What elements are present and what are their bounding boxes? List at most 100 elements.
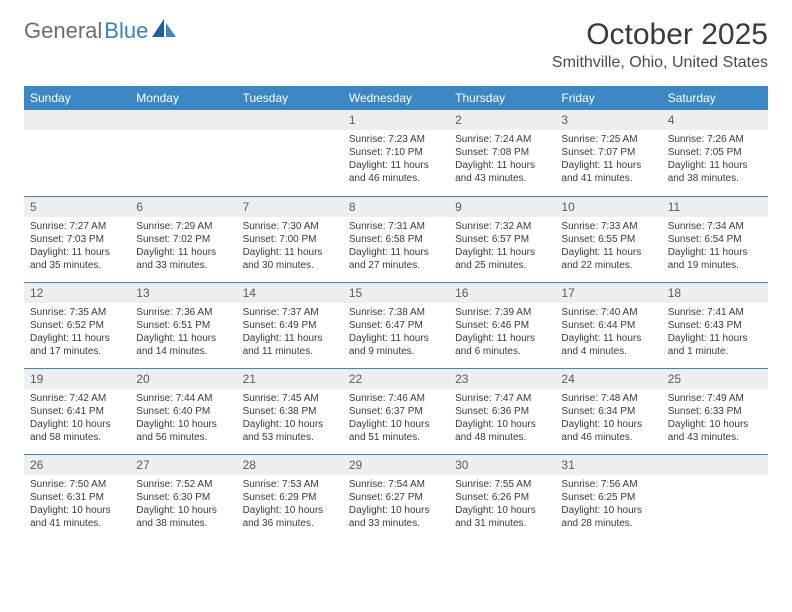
daylight-line: Daylight: 11 hours and 9 minutes. bbox=[349, 332, 443, 358]
day-info: Sunrise: 7:34 AMSunset: 6:54 PMDaylight:… bbox=[662, 217, 768, 276]
sunset-line: Sunset: 6:26 PM bbox=[455, 491, 549, 504]
calendar-cell: 9Sunrise: 7:32 AMSunset: 6:57 PMDaylight… bbox=[449, 196, 555, 282]
daylight-line: Daylight: 11 hours and 17 minutes. bbox=[30, 332, 124, 358]
daylight-line: Daylight: 11 hours and 19 minutes. bbox=[668, 246, 762, 272]
sunset-line: Sunset: 6:52 PM bbox=[30, 319, 124, 332]
day-info: Sunrise: 7:41 AMSunset: 6:43 PMDaylight:… bbox=[662, 303, 768, 362]
day-info: Sunrise: 7:44 AMSunset: 6:40 PMDaylight:… bbox=[130, 389, 236, 448]
sunrise-line: Sunrise: 7:37 AM bbox=[243, 306, 337, 319]
daylight-line: Daylight: 10 hours and 36 minutes. bbox=[243, 504, 337, 530]
sunrise-line: Sunrise: 7:40 AM bbox=[561, 306, 655, 319]
daylight-line: Daylight: 11 hours and 35 minutes. bbox=[30, 246, 124, 272]
day-number: 6 bbox=[130, 197, 236, 217]
calendar-cell: 19Sunrise: 7:42 AMSunset: 6:41 PMDayligh… bbox=[24, 368, 130, 454]
sunset-line: Sunset: 6:34 PM bbox=[561, 405, 655, 418]
daylight-line: Daylight: 11 hours and 1 minute. bbox=[668, 332, 762, 358]
day-number: 7 bbox=[237, 197, 343, 217]
sunset-line: Sunset: 6:36 PM bbox=[455, 405, 549, 418]
daylight-line: Daylight: 11 hours and 27 minutes. bbox=[349, 246, 443, 272]
daylight-line: Daylight: 11 hours and 33 minutes. bbox=[136, 246, 230, 272]
daylight-line: Daylight: 10 hours and 31 minutes. bbox=[455, 504, 549, 530]
sunset-line: Sunset: 6:43 PM bbox=[668, 319, 762, 332]
day-number: 4 bbox=[662, 110, 768, 130]
sunset-line: Sunset: 7:00 PM bbox=[243, 233, 337, 246]
daylight-line: Daylight: 10 hours and 46 minutes. bbox=[561, 418, 655, 444]
sunset-line: Sunset: 7:02 PM bbox=[136, 233, 230, 246]
sunrise-line: Sunrise: 7:48 AM bbox=[561, 392, 655, 405]
sunrise-line: Sunrise: 7:53 AM bbox=[243, 478, 337, 491]
sunrise-line: Sunrise: 7:54 AM bbox=[349, 478, 443, 491]
daylight-line: Daylight: 11 hours and 30 minutes. bbox=[243, 246, 337, 272]
daylight-line: Daylight: 11 hours and 38 minutes. bbox=[668, 159, 762, 185]
sunset-line: Sunset: 6:25 PM bbox=[561, 491, 655, 504]
day-info: Sunrise: 7:40 AMSunset: 6:44 PMDaylight:… bbox=[555, 303, 661, 362]
day-number: 22 bbox=[343, 369, 449, 389]
sunrise-line: Sunrise: 7:35 AM bbox=[30, 306, 124, 319]
day-info: Sunrise: 7:35 AMSunset: 6:52 PMDaylight:… bbox=[24, 303, 130, 362]
day-number: 18 bbox=[662, 283, 768, 303]
day-number: 30 bbox=[449, 455, 555, 475]
calendar-row: 5Sunrise: 7:27 AMSunset: 7:03 PMDaylight… bbox=[24, 196, 768, 282]
calendar-cell: 3Sunrise: 7:25 AMSunset: 7:07 PMDaylight… bbox=[555, 110, 661, 196]
sunrise-line: Sunrise: 7:23 AM bbox=[349, 133, 443, 146]
sunrise-line: Sunrise: 7:27 AM bbox=[30, 220, 124, 233]
sunrise-line: Sunrise: 7:31 AM bbox=[349, 220, 443, 233]
sunrise-line: Sunrise: 7:46 AM bbox=[349, 392, 443, 405]
day-info: Sunrise: 7:46 AMSunset: 6:37 PMDaylight:… bbox=[343, 389, 449, 448]
daylight-line: Daylight: 10 hours and 48 minutes. bbox=[455, 418, 549, 444]
day-info: Sunrise: 7:53 AMSunset: 6:29 PMDaylight:… bbox=[237, 475, 343, 534]
day-info: Sunrise: 7:29 AMSunset: 7:02 PMDaylight:… bbox=[130, 217, 236, 276]
calendar-cell bbox=[130, 110, 236, 196]
calendar-cell: 1Sunrise: 7:23 AMSunset: 7:10 PMDaylight… bbox=[343, 110, 449, 196]
sunset-line: Sunset: 6:30 PM bbox=[136, 491, 230, 504]
calendar-cell: 17Sunrise: 7:40 AMSunset: 6:44 PMDayligh… bbox=[555, 282, 661, 368]
day-info: Sunrise: 7:37 AMSunset: 6:49 PMDaylight:… bbox=[237, 303, 343, 362]
day-number: 31 bbox=[555, 455, 661, 475]
day-info: Sunrise: 7:49 AMSunset: 6:33 PMDaylight:… bbox=[662, 389, 768, 448]
day-number: 8 bbox=[343, 197, 449, 217]
sail-icon bbox=[152, 19, 178, 44]
day-info: Sunrise: 7:23 AMSunset: 7:10 PMDaylight:… bbox=[343, 130, 449, 189]
sunrise-line: Sunrise: 7:24 AM bbox=[455, 133, 549, 146]
sunrise-line: Sunrise: 7:52 AM bbox=[136, 478, 230, 491]
day-info: Sunrise: 7:24 AMSunset: 7:08 PMDaylight:… bbox=[449, 130, 555, 189]
calendar-cell: 8 Sunrise: 7:31 AMSunset: 6:58 PMDaylight… bbox=[343, 196, 449, 282]
sunset-line: Sunset: 6:37 PM bbox=[349, 405, 443, 418]
calendar-cell: 11Sunrise: 7:34 AMSunset: 6:54 PMDayligh… bbox=[662, 196, 768, 282]
calendar-cell: 23Sunrise: 7:47 AMSunset: 6:36 PMDayligh… bbox=[449, 368, 555, 454]
sunrise-line: Sunrise: 7:29 AM bbox=[136, 220, 230, 233]
sunset-line: Sunset: 6:33 PM bbox=[668, 405, 762, 418]
sunset-line: Sunset: 6:49 PM bbox=[243, 319, 337, 332]
calendar-cell: 12Sunrise: 7:35 AMSunset: 6:52 PMDayligh… bbox=[24, 282, 130, 368]
calendar-cell bbox=[24, 110, 130, 196]
calendar-cell: 4Sunrise: 7:26 AMSunset: 7:05 PMDaylight… bbox=[662, 110, 768, 196]
sunrise-line: Sunrise: 7:36 AM bbox=[136, 306, 230, 319]
day-number-empty bbox=[237, 110, 343, 130]
day-number: 24 bbox=[555, 369, 661, 389]
daylight-line: Daylight: 10 hours and 56 minutes. bbox=[136, 418, 230, 444]
sunrise-line: Sunrise: 7:33 AM bbox=[561, 220, 655, 233]
day-number: 3 bbox=[555, 110, 661, 130]
logo-text-1: General bbox=[24, 18, 102, 44]
sunrise-line: Sunrise: 7:49 AM bbox=[668, 392, 762, 405]
day-header: Friday bbox=[555, 86, 661, 110]
daylight-line: Daylight: 11 hours and 11 minutes. bbox=[243, 332, 337, 358]
sunrise-line: Sunrise: 7:50 AM bbox=[30, 478, 124, 491]
sunset-line: Sunset: 6:58 PM bbox=[349, 233, 443, 246]
day-info: Sunrise: 7:27 AMSunset: 7:03 PMDaylight:… bbox=[24, 217, 130, 276]
day-number: 13 bbox=[130, 283, 236, 303]
day-info: Sunrise: 7:55 AMSunset: 6:26 PMDaylight:… bbox=[449, 475, 555, 534]
calendar-cell: 16Sunrise: 7:39 AMSunset: 6:46 PMDayligh… bbox=[449, 282, 555, 368]
sunset-line: Sunset: 6:29 PM bbox=[243, 491, 337, 504]
day-info: Sunrise: 7:30 AMSunset: 7:00 PMDaylight:… bbox=[237, 217, 343, 276]
calendar-cell: 29Sunrise: 7:54 AMSunset: 6:27 PMDayligh… bbox=[343, 454, 449, 540]
calendar-table: SundayMondayTuesdayWednesdayThursdayFrid… bbox=[24, 86, 768, 540]
sunrise-line: Sunrise: 7:34 AM bbox=[668, 220, 762, 233]
day-number: 25 bbox=[662, 369, 768, 389]
sunset-line: Sunset: 6:40 PM bbox=[136, 405, 230, 418]
sunset-line: Sunset: 6:46 PM bbox=[455, 319, 549, 332]
month-title: October 2025 bbox=[552, 18, 768, 52]
daylight-line: Daylight: 10 hours and 28 minutes. bbox=[561, 504, 655, 530]
calendar-cell: 10Sunrise: 7:33 AMSunset: 6:55 PMDayligh… bbox=[555, 196, 661, 282]
sunset-line: Sunset: 6:47 PM bbox=[349, 319, 443, 332]
